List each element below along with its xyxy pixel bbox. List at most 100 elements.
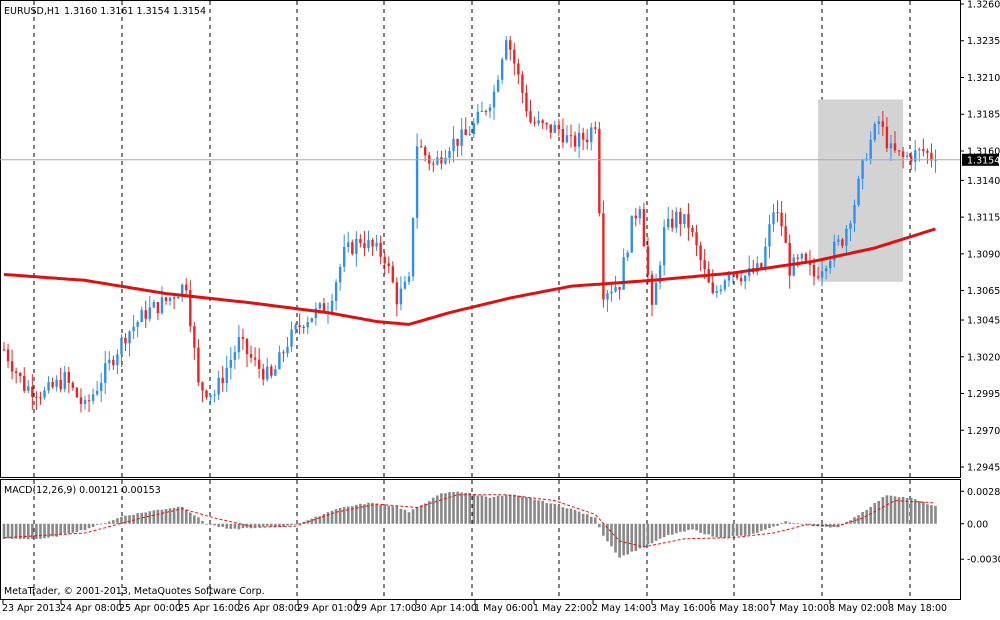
current-price-label: 1.3154 [967, 155, 1000, 166]
candle-body [812, 264, 816, 277]
candle-body [278, 352, 281, 370]
candle-body [338, 266, 342, 283]
candle-body [626, 252, 629, 258]
candle-body [245, 338, 249, 355]
candle-body [910, 155, 913, 162]
candle-body [893, 143, 897, 151]
macd-bar [18, 523, 22, 540]
macd-bar [298, 523, 301, 524]
macd-bar [148, 511, 152, 524]
macd-bar [55, 523, 58, 537]
y-tick-label: 1.3260 [967, 0, 1000, 11]
macd-bar [456, 491, 459, 524]
macd-bar [59, 523, 62, 535]
macd-bar [760, 523, 763, 531]
candle-body [39, 397, 42, 399]
macd-bar [719, 523, 723, 538]
candle-body [318, 303, 322, 309]
candle-body [266, 366, 269, 380]
macd-bar [367, 502, 370, 524]
macd-bar [108, 521, 111, 524]
candle-body [75, 387, 79, 398]
macd-bar [371, 502, 374, 524]
macd-bar [423, 503, 427, 524]
macd-bar [687, 523, 690, 530]
x-tick-label: 26 Apr 08:00 [238, 603, 300, 614]
macd-bar [747, 523, 751, 535]
candle-body [112, 359, 115, 366]
candle-body [116, 354, 119, 366]
candle-body [484, 111, 488, 113]
macd-bar [407, 512, 411, 524]
candle-body [67, 372, 70, 383]
candle-body [411, 217, 415, 277]
macd-bar [517, 495, 520, 524]
candle-body [849, 223, 852, 229]
macd-bar [399, 508, 403, 524]
macd-bar [743, 523, 747, 536]
macd-bar [581, 513, 585, 524]
candle-body [829, 260, 832, 269]
candle-body [371, 239, 374, 247]
macd-bar [436, 495, 439, 524]
candle-body [881, 121, 885, 127]
macd-bar [480, 495, 484, 524]
macd-bar [784, 521, 787, 524]
macd-bar [901, 496, 905, 524]
candle-body [517, 63, 520, 75]
candle-body [553, 124, 556, 133]
candle-body [658, 265, 662, 283]
y-tick-label: 1.3185 [967, 110, 1000, 121]
y-tick-label: 1.3210 [967, 73, 1000, 84]
candle-body [189, 290, 192, 327]
candle-body [148, 307, 151, 319]
candle-body [168, 297, 172, 302]
macd-bar [569, 508, 573, 524]
macd-bar [286, 523, 289, 526]
candle-body [857, 178, 860, 205]
ohlc-readout: 1.3160 1.3161 1.3154 1.3154 [64, 6, 206, 17]
candle-body [610, 291, 613, 294]
candle-body [35, 397, 38, 399]
candle-body [347, 242, 350, 248]
highlight-rectangle[interactable] [818, 99, 904, 282]
macd-bar [180, 506, 184, 524]
macd-bar [91, 523, 95, 528]
candle-body [541, 120, 544, 124]
macd-bar [772, 523, 775, 527]
macd-bar [452, 491, 455, 524]
macd-bar [780, 523, 783, 524]
macd-bar [120, 516, 123, 524]
candle-body [209, 395, 212, 398]
macd-tick-label: 0.0028 [967, 487, 1000, 498]
macd-bar [95, 523, 99, 525]
candle-body [415, 146, 419, 218]
macd-bar [229, 523, 233, 529]
candle-body [432, 163, 435, 165]
macd-bar [116, 518, 119, 524]
candle-body [922, 149, 925, 151]
macd-bar [193, 515, 196, 524]
candle-body [164, 297, 168, 302]
candle-body [800, 253, 804, 259]
macd-bar [666, 523, 670, 535]
x-tick-label: 1 May 22:00 [533, 603, 592, 614]
candle-body [237, 336, 241, 353]
macd-bar [144, 512, 148, 524]
candle-body [140, 310, 143, 323]
candle-body [87, 400, 91, 402]
macd-signal-line [3, 494, 936, 548]
candle-body [630, 215, 633, 253]
candle-body [853, 204, 856, 224]
candle-body [241, 336, 245, 339]
macd-bar [776, 523, 779, 526]
macd-bar [355, 504, 358, 524]
candle-body [424, 147, 427, 156]
candle-body [274, 369, 277, 376]
candle-body [444, 157, 447, 164]
candle-body [796, 257, 799, 259]
macd-bar [877, 500, 881, 524]
candle-body [590, 127, 593, 143]
